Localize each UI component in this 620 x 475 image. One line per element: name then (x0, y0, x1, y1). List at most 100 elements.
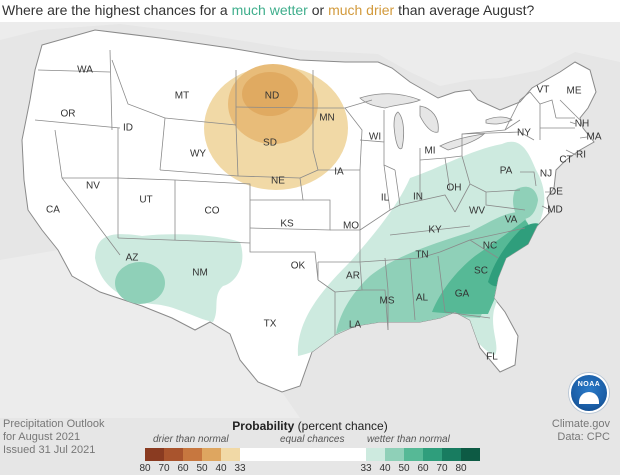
legend-wetter-label: wetter than normal (367, 434, 450, 445)
state-label-sd: SD (263, 138, 277, 149)
legend-tick-wet-50: 50 (398, 463, 410, 474)
wet-region-mid-atlantic (513, 186, 538, 220)
state-label-ks: KS (280, 219, 294, 230)
leader-lines (541, 121, 588, 211)
legend-drier-label: drier than normal (153, 434, 229, 445)
state-label-mi: MI (424, 146, 435, 157)
state-label-wi: WI (369, 132, 381, 143)
noaa-gull-shape (579, 392, 599, 404)
title-dry: much drier (328, 2, 395, 18)
us-precipitation-map: WA OR CA NV ID MT WY UT AZ CO NM ND SD N… (0, 22, 620, 418)
state-label-il: IL (381, 193, 390, 204)
state-label-ct: CT (559, 155, 572, 166)
title-prefix: Where are the highest chances for a (2, 2, 232, 18)
state-label-in: IN (413, 192, 423, 203)
state-label-ny: NY (517, 128, 531, 139)
source-credit: Climate.gov Data: CPC (552, 418, 610, 444)
state-label-vt: VT (537, 85, 550, 96)
lake-ontario (485, 116, 513, 125)
state-label-nh: NH (575, 119, 589, 130)
state-label-mo: MO (343, 221, 359, 232)
state-label-tn: TN (415, 250, 428, 261)
outlook-info-line1: Precipitation Outlook (3, 418, 105, 430)
legend-swatch-wet-40 (385, 448, 404, 461)
outlook-info-line2: for August 2021 (3, 431, 81, 443)
canada-land (0, 22, 620, 86)
state-label-ga: GA (455, 289, 470, 300)
state-label-ut: UT (139, 195, 152, 206)
state-label-ri: RI (576, 150, 586, 161)
probability-legend: Probability (percent chance) drier than … (139, 419, 480, 475)
state-label-ne: NE (271, 176, 285, 187)
legend-title: Probability (percent chance) (145, 419, 475, 433)
state-label-mn: MN (319, 113, 335, 124)
state-label-wa: WA (77, 65, 93, 76)
state-label-oh: OH (447, 183, 462, 194)
state-label-nv: NV (86, 181, 100, 192)
state-label-ms: MS (380, 296, 395, 307)
wet-region-southwest-40 (115, 262, 165, 304)
state-label-ma: MA (587, 132, 602, 143)
legend-title-bold: Probability (232, 419, 295, 433)
title-suffix: than average August? (394, 2, 535, 18)
source-credit-line1: Climate.gov (551, 418, 610, 430)
legend-tick-wet-33: 33 (360, 463, 372, 474)
dry-region-50-60 (242, 72, 298, 116)
state-label-ca: CA (46, 205, 60, 216)
state-label-nj: NJ (540, 169, 552, 180)
wet-region-southwest (95, 234, 243, 322)
state-label-tx: TX (264, 319, 277, 330)
state-label-sc: SC (474, 266, 488, 277)
legend-tick-dry-40: 40 (215, 463, 227, 474)
legend-tick-dry-70: 70 (158, 463, 170, 474)
lake-superior (359, 93, 421, 109)
state-label-co: CO (205, 206, 220, 217)
wet-region-east-50 (432, 220, 530, 314)
mexico-land (0, 250, 300, 418)
legend-tick-dry-60: 60 (177, 463, 189, 474)
legend-equal-chances-band (240, 448, 366, 461)
state-label-ia: IA (334, 167, 344, 178)
state-label-or: OR (61, 109, 76, 120)
legend-tick-wet-80: 80 (455, 463, 467, 474)
noaa-logo-text: NOAA (577, 381, 601, 388)
state-label-az: AZ (126, 253, 139, 264)
state-label-pa: PA (500, 166, 513, 177)
legend-tick-wet-70: 70 (436, 463, 448, 474)
state-label-nc: NC (483, 241, 497, 252)
legend-swatch-wet-50 (404, 448, 423, 461)
legend-tick-wet-40: 40 (379, 463, 391, 474)
legend-swatch-wet-60 (423, 448, 442, 461)
legend-tick-dry-33: 33 (234, 463, 246, 474)
legend-tick-dry-50: 50 (196, 463, 208, 474)
legend-swatch-dry-40 (221, 448, 240, 461)
legend-swatch-wet-70 (442, 448, 461, 461)
state-labels: WA OR CA NV ID MT WY UT AZ CO NM ND SD N… (46, 65, 602, 363)
state-label-de: DE (549, 187, 563, 198)
legend-tick-dry-80: 80 (139, 463, 151, 474)
state-label-mt: MT (175, 91, 189, 102)
legend-color-bar (145, 448, 480, 461)
state-label-al: AL (416, 293, 429, 304)
map-title: Where are the highest chances for a much… (0, 0, 620, 22)
state-label-ok: OK (291, 261, 306, 272)
state-label-md: MD (547, 205, 563, 216)
legend-title-rest: (percent chance) (294, 419, 388, 433)
state-label-ky: KY (428, 225, 442, 236)
state-label-la: LA (349, 320, 362, 331)
title-wet: much wetter (231, 2, 308, 18)
state-label-me: ME (567, 86, 582, 97)
legend-tick-wet-60: 60 (417, 463, 429, 474)
state-label-nm: NM (192, 268, 208, 279)
state-label-fl: FL (486, 352, 498, 363)
legend-equal-label: equal chances (280, 434, 345, 445)
legend-swatch-dry-70 (164, 448, 183, 461)
legend-swatch-dry-50 (202, 448, 221, 461)
lake-michigan (393, 111, 405, 150)
legend-swatch-dry-80 (145, 448, 164, 461)
state-borders (34, 49, 581, 335)
state-label-wv: WV (469, 206, 485, 217)
state-label-va: VA (505, 215, 518, 226)
state-label-ar: AR (346, 271, 360, 282)
